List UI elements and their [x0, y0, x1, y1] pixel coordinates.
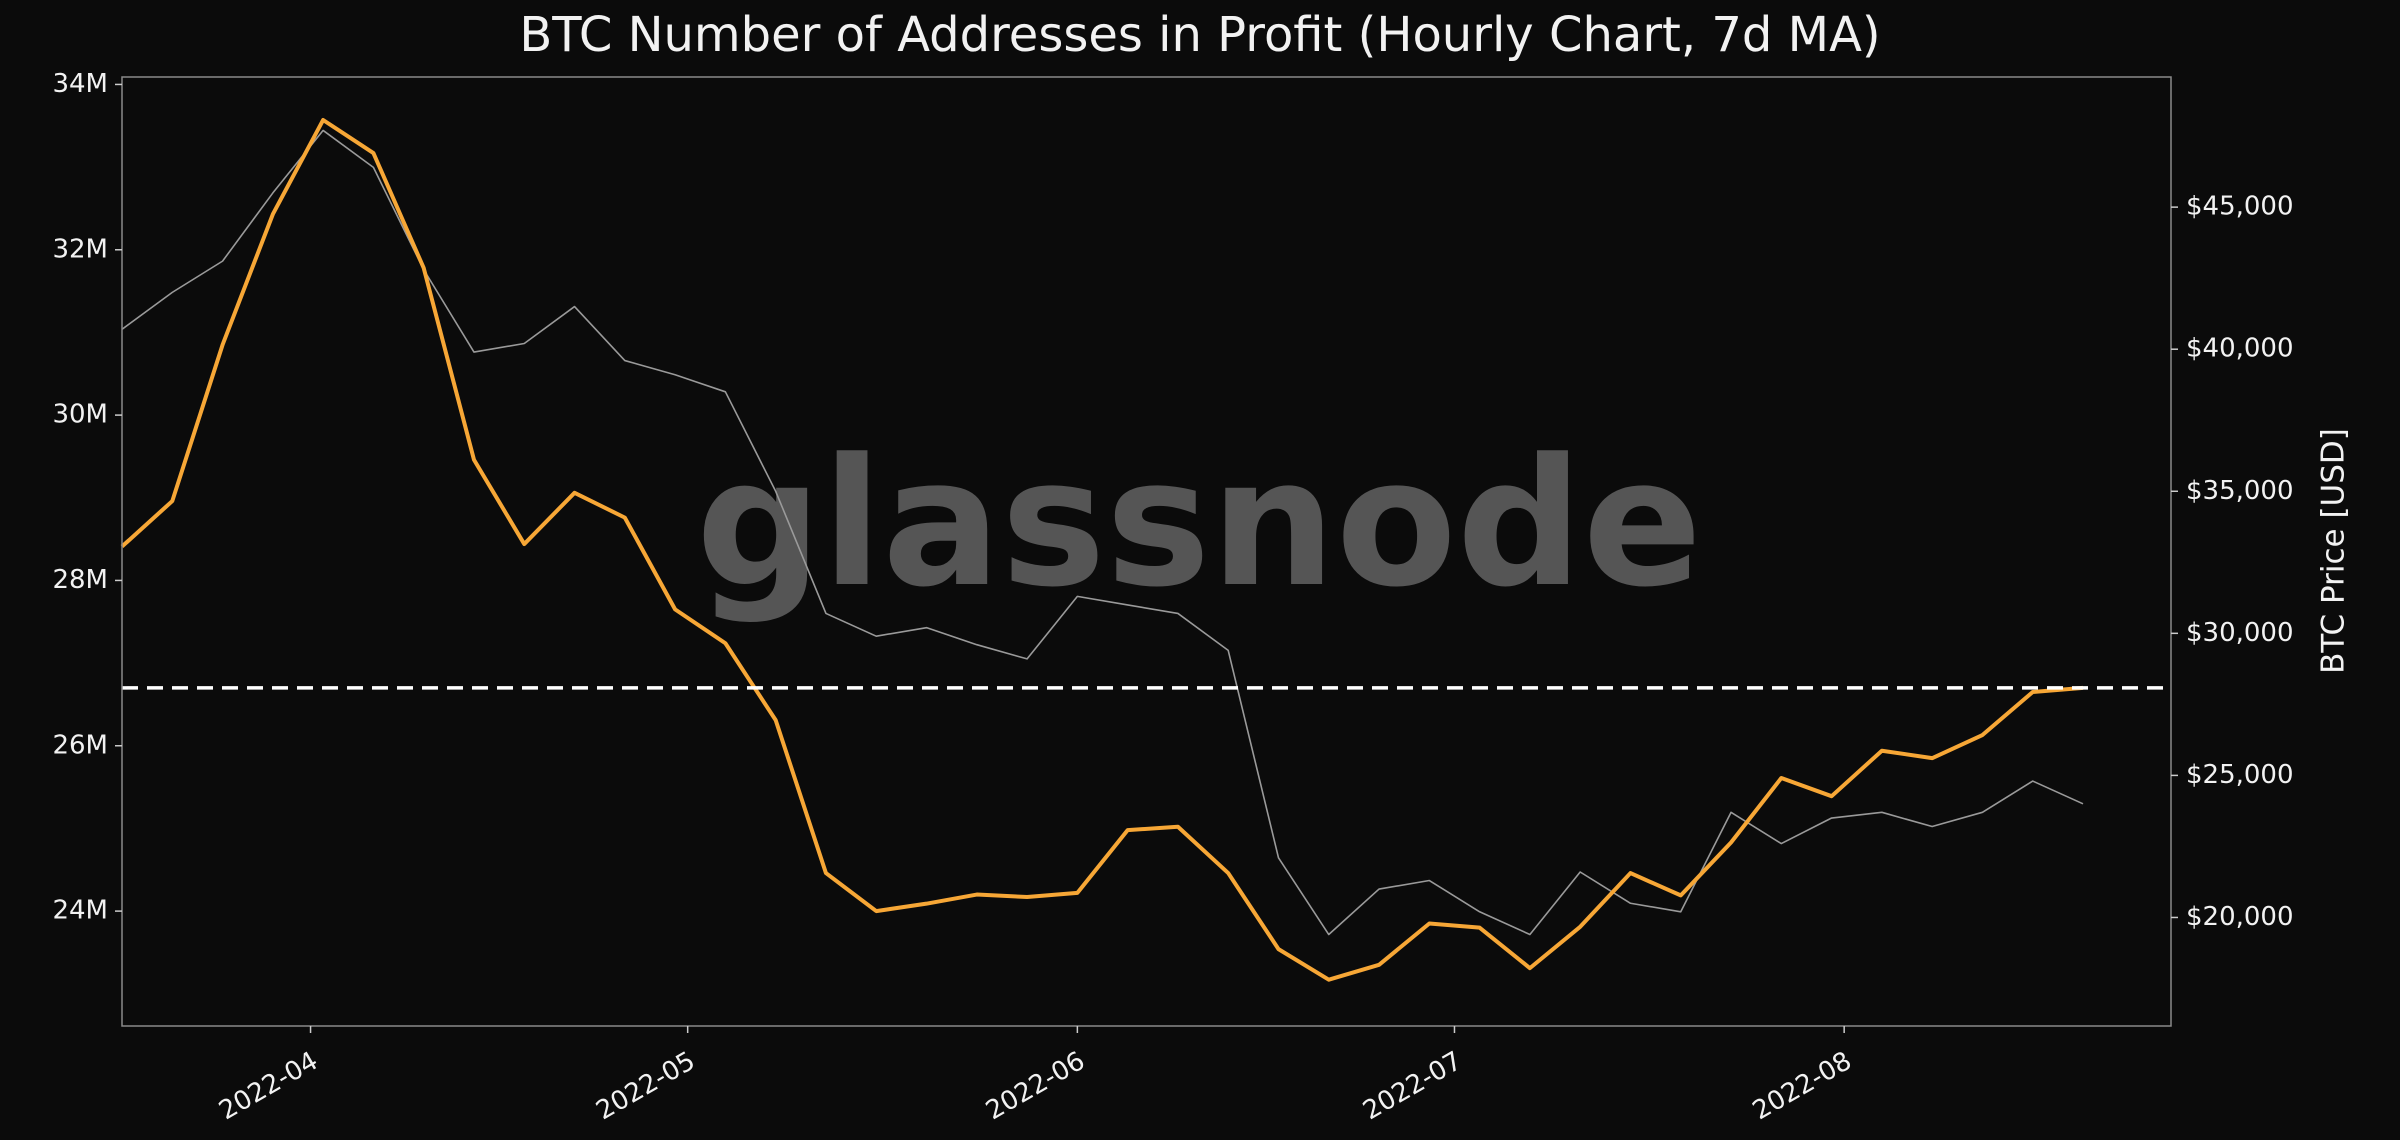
y-tick-label: 28M — [52, 565, 108, 595]
y2-tick-label: $45,000 — [2186, 192, 2294, 222]
y2-tick-label: $40,000 — [2186, 334, 2294, 364]
y-tick-label: 24M — [52, 896, 108, 926]
series-line — [120, 117, 2084, 982]
y2-tick-label: $30,000 — [2186, 618, 2294, 648]
y2-tick-label: $20,000 — [2186, 902, 2294, 932]
y2-axis-label: BTC Price [USD] — [2316, 428, 2352, 674]
y-tick-label: 34M — [52, 69, 108, 99]
plot-frame — [121, 76, 2172, 1027]
y2-tick-label: $35,000 — [2186, 476, 2294, 506]
y-tick-label: 32M — [52, 234, 108, 264]
plot-area — [120, 117, 2171, 982]
y-tick-label: 26M — [52, 730, 108, 760]
y2-tick-label: $25,000 — [2186, 760, 2294, 790]
series-line — [121, 129, 2084, 936]
watermark: glassnode — [696, 421, 1702, 626]
chart-title: BTC Number of Addresses in Profit (Hourl… — [519, 7, 1880, 63]
y-tick-label: 30M — [52, 400, 108, 430]
